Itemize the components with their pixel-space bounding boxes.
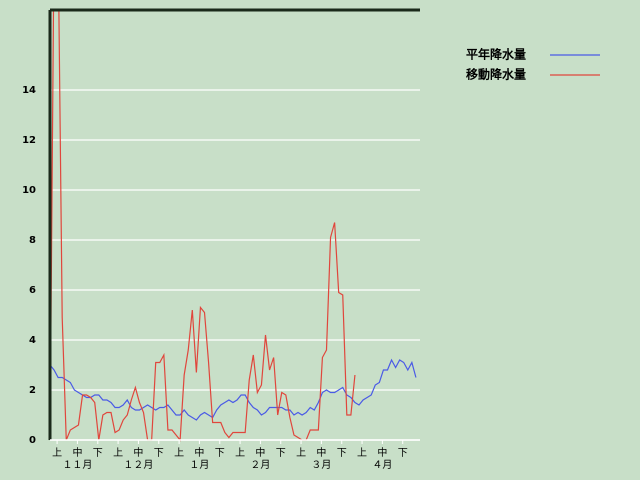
x-tick-label: 下 [398, 448, 408, 459]
x-group-label: ２月 [250, 459, 270, 471]
x-group-label: ４月 [372, 459, 392, 471]
x-tick-label: 上 [113, 447, 123, 459]
y-tick-label: 4 [29, 335, 36, 346]
legend-label: 平年降水量 [466, 47, 526, 62]
y-tick-label: 10 [22, 185, 36, 196]
x-tick-label: 中 [72, 446, 82, 459]
x-tick-label: 下 [215, 448, 225, 459]
x-tick-label: 中 [377, 446, 387, 459]
x-group-label: １月 [189, 459, 209, 471]
x-tick-label: 上 [296, 447, 306, 459]
x-group-label: １２月 [123, 459, 153, 471]
x-tick-label: 下 [276, 448, 286, 459]
x-tick-label: 中 [194, 446, 204, 459]
x-tick-label: 中 [255, 446, 265, 459]
y-tick-label: 2 [29, 385, 36, 396]
x-tick-label: 下 [154, 448, 164, 459]
y-tick-label: 14 [22, 85, 36, 96]
y-tick-label: 0 [29, 435, 36, 446]
x-tick-label: 上 [174, 447, 184, 459]
y-tick-label: 6 [29, 285, 36, 296]
x-tick-label: 上 [52, 447, 62, 459]
x-group-label: １１月 [62, 459, 92, 471]
x-tick-label: 下 [93, 448, 103, 459]
y-tick-label: 8 [29, 235, 36, 246]
x-tick-label: 中 [133, 446, 143, 459]
x-tick-label: 上 [235, 447, 245, 459]
series-line [50, 358, 417, 421]
x-tick-label: 上 [357, 447, 367, 459]
y-tick-label: 12 [22, 135, 36, 146]
x-group-label: ３月 [311, 459, 331, 471]
x-tick-label: 下 [337, 448, 347, 459]
legend-label: 移動降水量 [466, 67, 526, 82]
x-tick-label: 中 [316, 446, 326, 459]
